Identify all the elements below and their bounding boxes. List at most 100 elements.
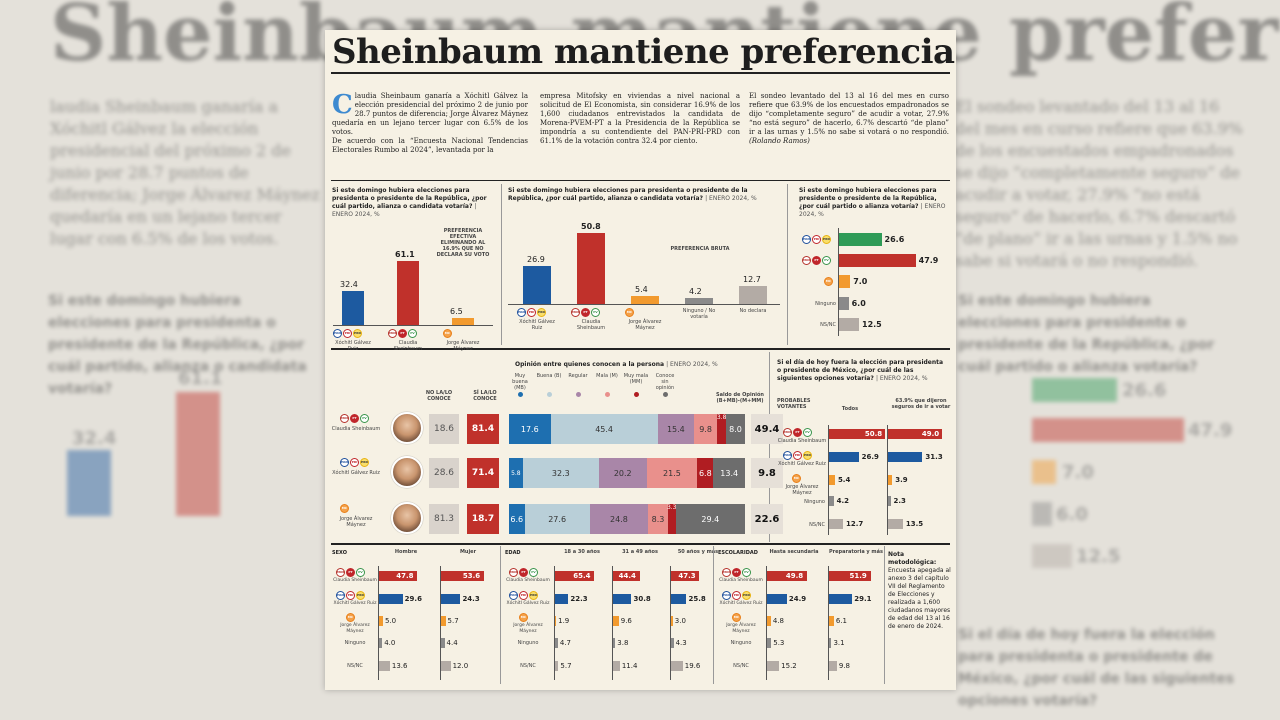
opinion-logos-2: MC (340, 504, 349, 513)
pri-logo-icon: PRI (346, 591, 355, 600)
pv-logo-icon: PV (803, 428, 812, 437)
prd-logo-icon: PRD (529, 591, 538, 600)
opinion-si-conoce-0: 81.4 (467, 414, 499, 444)
mc-logo-icon: MC (792, 474, 801, 483)
opinion-si-conoce-1: 71.4 (467, 458, 499, 488)
opinion-si-conoce-2: 18.7 (467, 504, 499, 534)
sexo-value-1-0: 29.6 (404, 595, 422, 603)
mor-logo-icon: MOR (509, 568, 518, 577)
probables-date: | ENERO 2024, % (875, 375, 928, 382)
edad-value-3-1: 3.8 (617, 639, 629, 647)
background-bar-claudia (176, 392, 220, 516)
edad-value-4-1: 11.4 (621, 662, 638, 670)
opinion-legend-dot-0 (518, 392, 523, 397)
edad-bar-2-2 (671, 616, 673, 626)
probables-bar-b-4 (888, 519, 903, 529)
opinion-segment-0-5: 8.0 (726, 414, 745, 444)
opinion-legend-dot-4 (634, 392, 639, 397)
chart1-question: Si este domingo hubiera elecciones para … (332, 187, 497, 219)
probables-question: Si el día de hoy fuera la elección para … (777, 359, 949, 383)
chart2-bar-1 (577, 232, 605, 304)
probables-axis-a (828, 425, 829, 535)
edad-logos-2: MC (519, 613, 528, 622)
opinion-legend-dot-1 (547, 392, 552, 397)
escolaridad-axis-1 (828, 566, 829, 680)
chart1-logos-2: MC (443, 329, 452, 338)
chart2-logos-2: MC (625, 308, 634, 317)
background-bar-fxm (1032, 378, 1117, 402)
prd-logo-icon: PRD (356, 591, 365, 600)
sexo-bar-4-1 (441, 661, 451, 671)
escolaridad-logos-2: MC (732, 613, 741, 622)
probables-value-b-4: 13.5 (905, 520, 924, 528)
background-value-fxm: 26.6 (1122, 380, 1167, 401)
chart3-value-1: 47.9 (918, 256, 939, 265)
pt-logo-icon: PT (581, 308, 590, 317)
escolaridad-value-4-1: 9.8 (838, 662, 850, 670)
drop-cap: C (332, 90, 353, 120)
escolaridad-value-0-0: 49.8 (785, 572, 804, 580)
sexo-bar-3-1 (441, 638, 445, 648)
mor-logo-icon: MOR (722, 568, 731, 577)
divider-2 (787, 184, 788, 345)
page-title: Sheinbaum mantiene preferencia (332, 32, 955, 72)
probables-logos-2: MC (792, 474, 801, 483)
background-bar-xochitl (67, 450, 111, 516)
chart2-logos-1: MOR PT PV (571, 308, 600, 317)
edad-bar-0-0 (555, 571, 595, 581)
pt-logo-icon: PT (398, 329, 407, 338)
probables-value-b-1: 31.3 (925, 453, 943, 461)
sexo-label-1: Xóchitl Gálvez Ruiz (333, 601, 377, 606)
edad-value-3-0: 4.7 (559, 639, 571, 647)
edad-bar-0-1 (613, 571, 640, 581)
candidate-photo-0 (391, 412, 423, 444)
sexo-label-2: Jorge Álvarez Máynez (340, 623, 370, 634)
edad-value-2-1: 9.6 (620, 617, 632, 625)
opinion-segment-0-0: 17.6 (509, 414, 551, 444)
opinion-legend-label-5: Conoce sin opinión (655, 373, 675, 391)
mc-logo-icon: MC (346, 613, 355, 622)
background-bar-mc (1032, 460, 1056, 484)
pri-logo-icon: PRI (350, 458, 359, 467)
edad-label-4: NS/NC (520, 663, 536, 669)
edad-value-1-0: 22.3 (570, 595, 588, 603)
chart1-baseline (333, 325, 493, 326)
chart2-bar-4 (739, 286, 767, 304)
chart2-date: | ENERO 2024, % (705, 195, 757, 202)
chart1-value-2: 6.5 (450, 307, 463, 317)
edad-value-4-0: 5.7 (560, 662, 572, 670)
prd-logo-icon: PRD (803, 451, 812, 460)
edad-label-1: Xóchitl Gálvez Ruiz (506, 601, 550, 606)
opinion-no-conoce-2: 81.3 (429, 504, 459, 534)
candidate-photo-1 (391, 456, 423, 488)
chart1-bar-2 (452, 318, 474, 325)
chart3-date: | ENERO 2024, % (799, 203, 946, 218)
chart3-logos-2: MC (824, 277, 833, 286)
chart3-label-4: NS/NC (820, 322, 836, 328)
opinion-segment-1-1: 32.3 (522, 458, 599, 488)
escolaridad-label-3: Ninguno (730, 640, 752, 646)
edad-bar-2-1 (613, 616, 619, 626)
section-rule-1 (331, 180, 950, 181)
probables-value-a-3: 4.2 (836, 497, 850, 505)
pv-logo-icon: PV (529, 568, 538, 577)
probables-value-a-4: 12.7 (845, 520, 864, 528)
edad-bar-3-1 (613, 638, 616, 648)
probables-label-1: Xóchitl Gálvez Ruiz (778, 461, 826, 467)
opinion-saldo-2: 22.6 (751, 504, 783, 534)
pan-logo-icon: PAN (802, 235, 811, 244)
edad-bar-3-2 (671, 638, 674, 648)
sexo-title: SEXO (332, 550, 347, 556)
opinion-saldo-1: 9.8 (751, 458, 783, 488)
probables-value-b-3: 2.3 (893, 497, 906, 505)
chart2-bar-3 (685, 298, 713, 304)
opinion-name-2: Jorge Álvarez Máynez (339, 516, 373, 528)
title-rule (331, 72, 950, 74)
chart1-label-2: Jorge Álvarez Máynez (446, 340, 480, 352)
escolaridad-title: ESCOLARIDAD (718, 550, 758, 556)
sexo-value-4-0: 13.6 (391, 662, 408, 670)
opinion-legend-dot-2 (576, 392, 581, 397)
edad-value-1-1: 30.8 (633, 595, 651, 603)
chart1-logos-1: MOR PT PV (388, 329, 417, 338)
